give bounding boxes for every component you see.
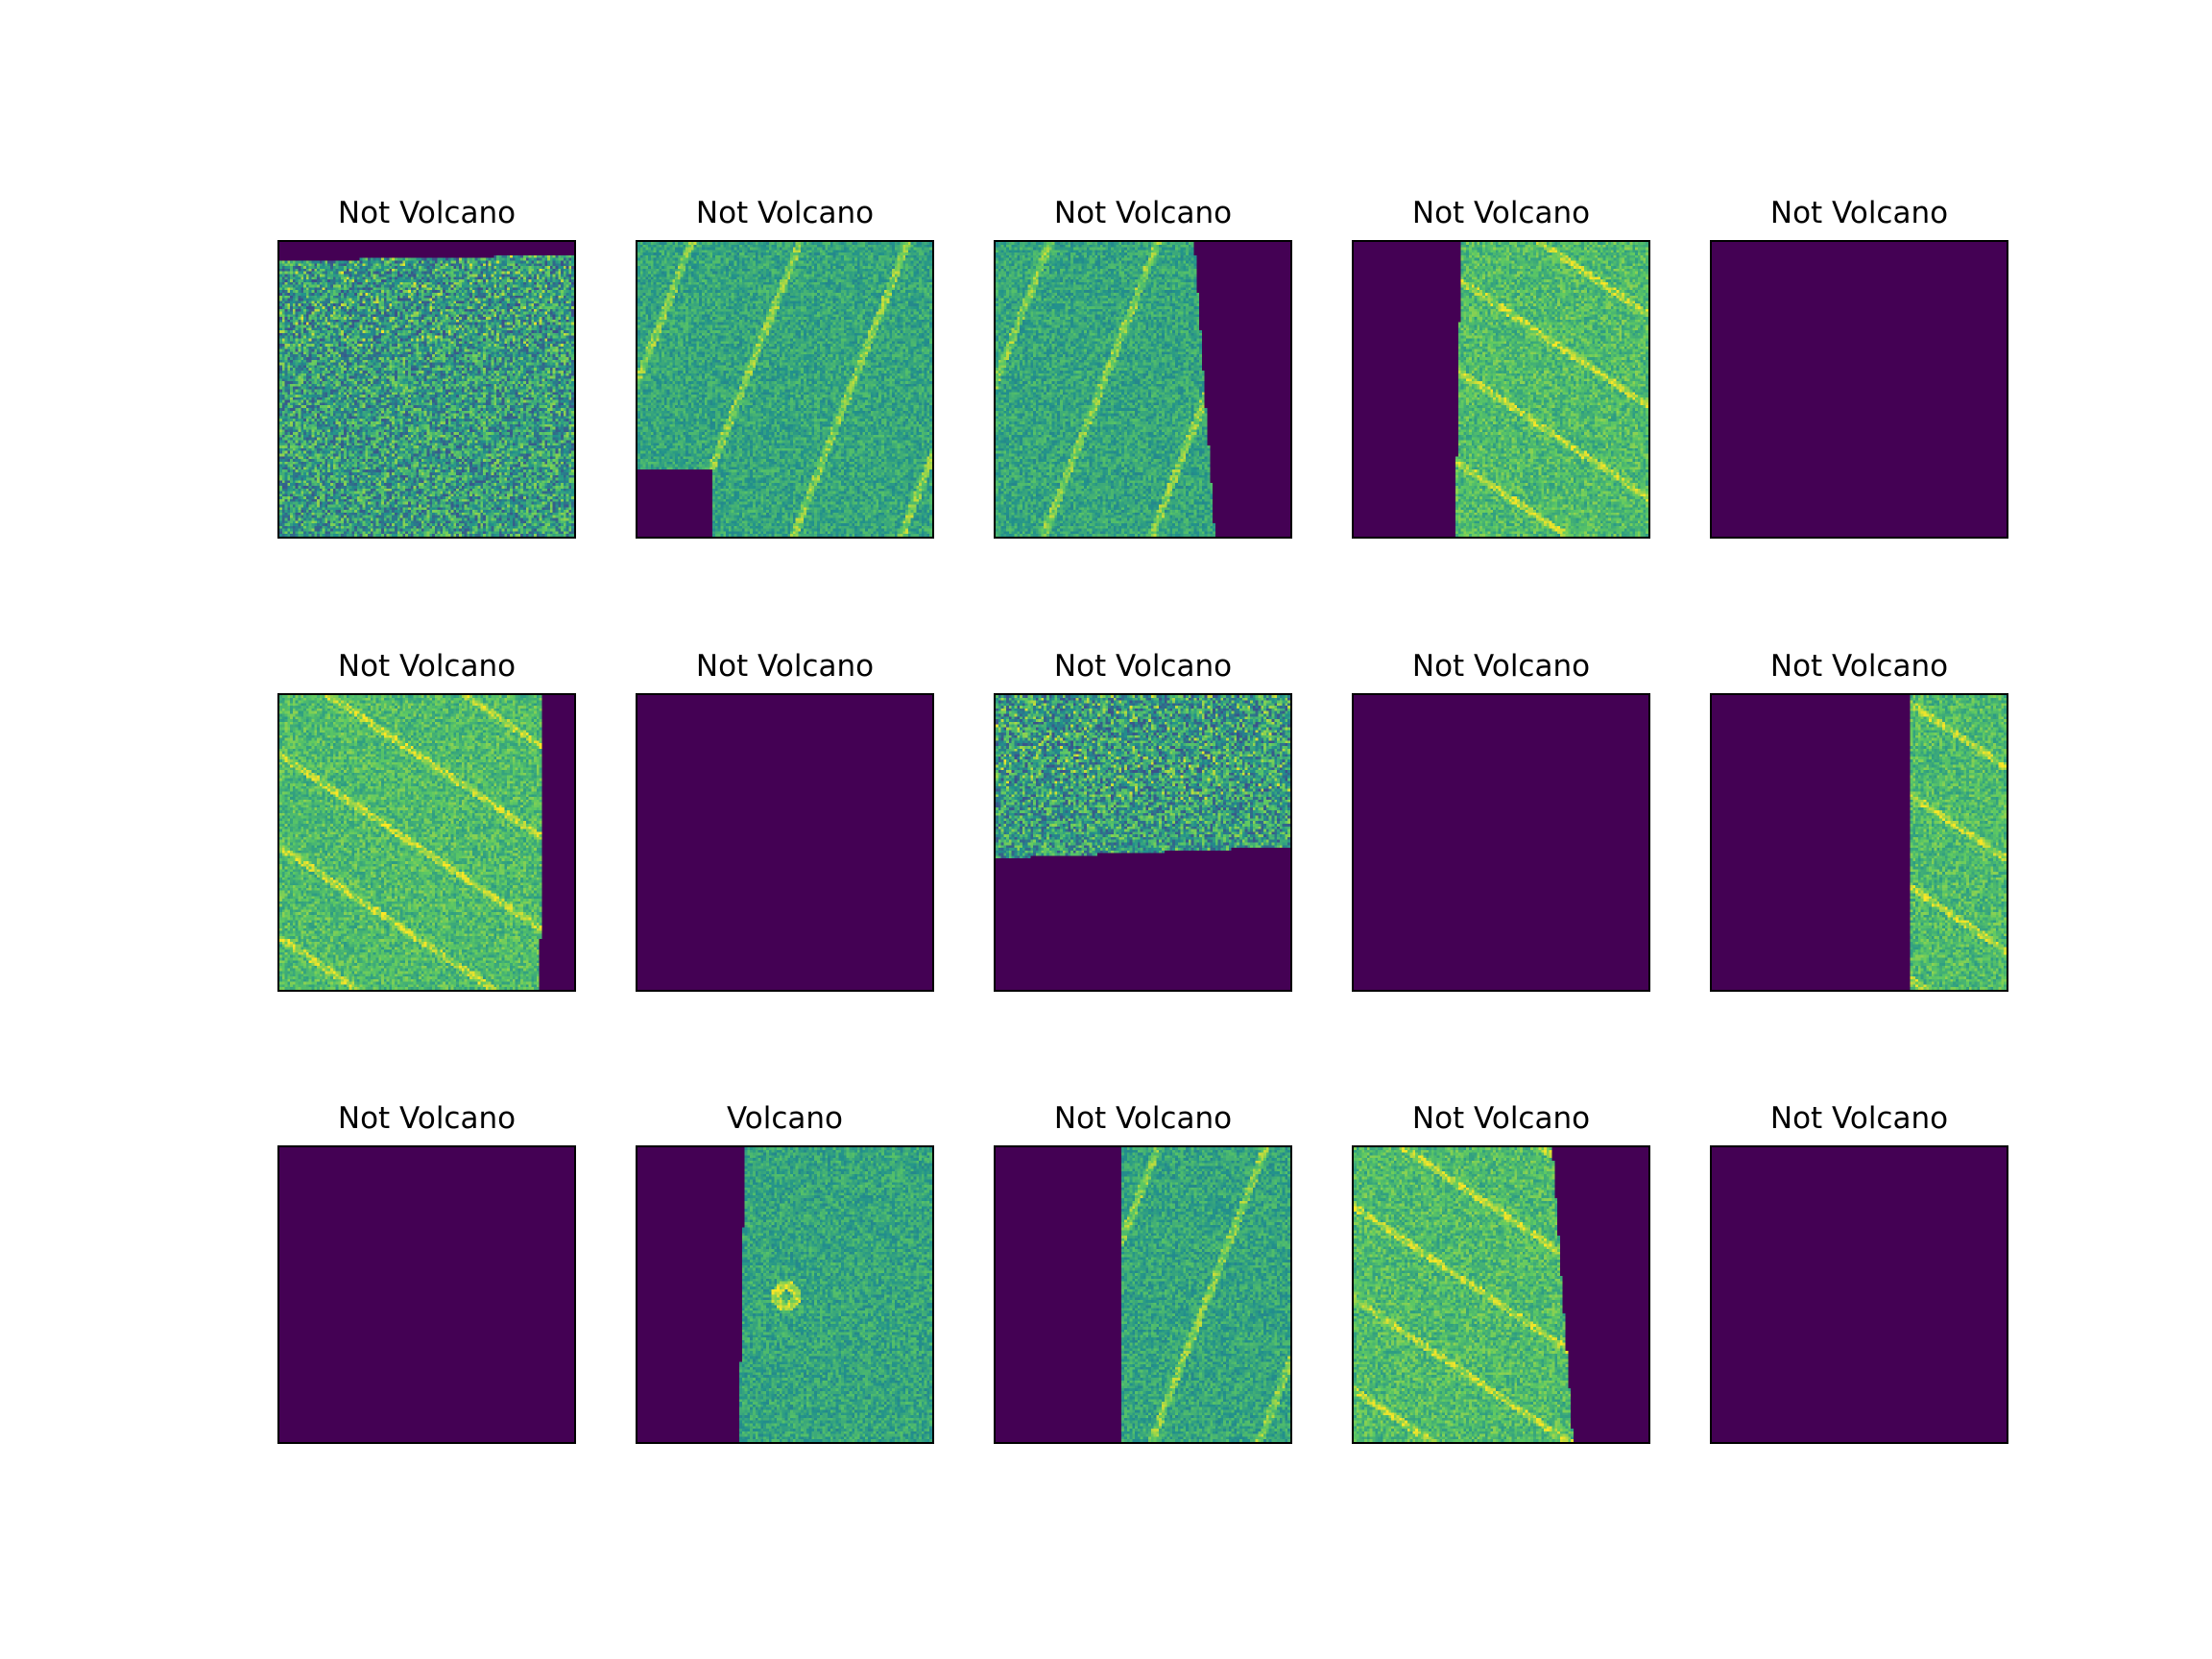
radar-image bbox=[1352, 1145, 1650, 1444]
panel-title: Not Volcano bbox=[1769, 649, 1949, 684]
panel-title: Not Volcano bbox=[695, 196, 875, 230]
panel-title: Not Volcano bbox=[1411, 196, 1591, 230]
panel-title: Not Volcano bbox=[1411, 649, 1591, 684]
radar-image bbox=[1710, 240, 2008, 539]
radar-image bbox=[277, 240, 576, 539]
panel-title: Not Volcano bbox=[337, 649, 517, 684]
panel-title: Not Volcano bbox=[337, 196, 517, 230]
panel-title: Volcano bbox=[726, 1101, 844, 1136]
radar-image bbox=[994, 240, 1292, 539]
radar-image bbox=[636, 240, 934, 539]
panel-title: Not Volcano bbox=[337, 1101, 517, 1136]
radar-image bbox=[1710, 1145, 2008, 1444]
panel-title: Not Volcano bbox=[1053, 649, 1233, 684]
panel-title: Not Volcano bbox=[1053, 1101, 1233, 1136]
radar-image bbox=[277, 1145, 576, 1444]
radar-image bbox=[1710, 693, 2008, 992]
panel-title: Not Volcano bbox=[1411, 1101, 1591, 1136]
panel-title: Not Volcano bbox=[1769, 1101, 1949, 1136]
radar-image bbox=[1352, 693, 1650, 992]
radar-image bbox=[1352, 240, 1650, 539]
panel-title: Not Volcano bbox=[1769, 196, 1949, 230]
panel-title: Not Volcano bbox=[695, 649, 875, 684]
panel-title: Not Volcano bbox=[1053, 196, 1233, 230]
radar-image bbox=[994, 693, 1292, 992]
radar-image bbox=[636, 1145, 934, 1444]
radar-image bbox=[277, 693, 576, 992]
radar-image bbox=[636, 693, 934, 992]
radar-image bbox=[994, 1145, 1292, 1444]
